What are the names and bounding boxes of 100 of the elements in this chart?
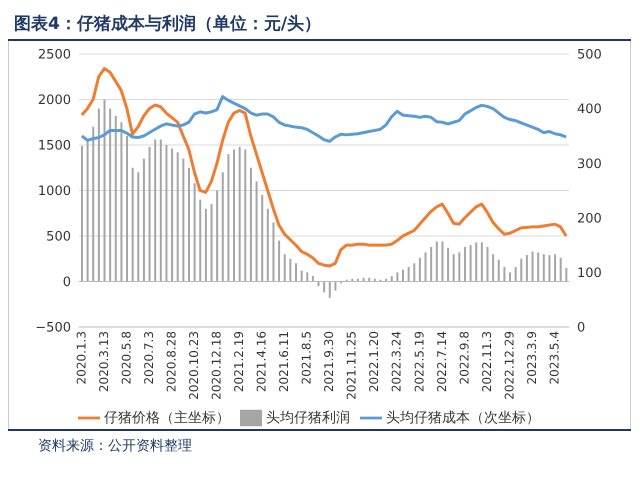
bar [256, 181, 258, 282]
bar [142, 158, 145, 282]
bar [565, 268, 568, 282]
y-tick-label: 500 [46, 230, 71, 245]
bar [148, 146, 151, 282]
bar [436, 241, 438, 282]
y-tick-label: 0 [62, 275, 71, 290]
bar [294, 263, 297, 282]
bar [475, 242, 478, 282]
x-tick-label: 2020.1.3 [74, 331, 88, 384]
bar [390, 276, 393, 282]
bar [238, 146, 241, 282]
x-tick-label: 2020.7.3 [142, 331, 156, 384]
bar [503, 266, 506, 282]
y-tick-label: 2500 [38, 48, 71, 63]
bar [470, 245, 472, 282]
bar [104, 100, 106, 282]
bar [526, 255, 528, 282]
bar [464, 246, 466, 282]
bar [306, 272, 308, 282]
legend-label: 头均仔猪利润 [266, 410, 350, 426]
bar [334, 282, 336, 291]
chart-title: 图表4：仔猪成本与利润（单位：元/头） [8, 8, 631, 41]
bar [396, 272, 398, 282]
bar [402, 270, 404, 282]
legend-label: 头均仔猪成本（次坐标） [386, 410, 540, 426]
line-series [80, 95, 568, 143]
x-tick-label: 2022.11.3 [480, 331, 494, 392]
bar [424, 252, 427, 282]
bar [492, 254, 494, 282]
bar [126, 136, 128, 282]
bar [199, 200, 202, 282]
x-tick-label: 2022.1.20 [367, 331, 382, 392]
x-tick-label: 2020.10.23 [186, 331, 201, 400]
bar [272, 222, 274, 282]
x-tick-label: 2021.9.30 [322, 331, 336, 392]
x-tick-label: 2022.7.14 [434, 331, 449, 392]
bar [266, 208, 269, 282]
bar [430, 246, 432, 282]
bar [120, 122, 122, 282]
y2-tick-label: 0 [577, 320, 586, 336]
y-tick-label: 1000 [38, 184, 71, 200]
bar [233, 150, 236, 282]
x-tick-label: 2022.9.8 [457, 331, 472, 384]
bar [244, 150, 246, 282]
bar [114, 116, 117, 282]
bar [300, 270, 303, 282]
bar [98, 108, 100, 282]
x-tick-label: 2020.12.18 [210, 331, 224, 400]
bar [194, 183, 196, 282]
bar [227, 154, 230, 282]
bar [109, 108, 112, 282]
x-tick-label: 2022.3.24 [390, 331, 404, 392]
bar [480, 242, 483, 282]
y2-tick-label: 100 [577, 266, 602, 282]
bar [216, 190, 218, 282]
x-tick-label: 2021.11.25 [344, 331, 359, 400]
x-tick-label: 2020.3.13 [96, 331, 111, 392]
bar [171, 148, 174, 282]
bar [261, 195, 264, 282]
y2-tick-label: 300 [577, 156, 602, 172]
bar [520, 258, 522, 282]
bar [408, 266, 410, 282]
bar [554, 254, 556, 282]
bar [92, 126, 94, 282]
bar [532, 251, 534, 282]
y2-tick-label: 500 [577, 48, 602, 63]
x-tick-label: 2020.8.28 [164, 331, 178, 392]
bar [204, 208, 207, 282]
legend-label: 仔猪价格（主坐标） [104, 410, 230, 426]
x-tick-label: 2021.8.5 [300, 331, 314, 384]
bar [165, 145, 168, 282]
bar [222, 172, 224, 282]
x-tick-label: 2021.2.19 [232, 331, 246, 392]
bar [418, 258, 421, 282]
x-tick-label: 2023.5.4 [547, 331, 562, 384]
bar [312, 276, 314, 282]
bar [542, 254, 545, 282]
bar [509, 272, 512, 282]
text: 资料来源：公开资料整理 [8, 429, 631, 461]
bar [132, 168, 134, 282]
bar [289, 258, 292, 282]
bar [537, 252, 540, 282]
bar [154, 140, 156, 282]
bar [284, 254, 286, 282]
bar [560, 258, 562, 282]
bar [548, 255, 550, 282]
x-tick-label: 2020.5.8 [119, 331, 134, 384]
x-tick-label: 2023.3.9 [524, 331, 539, 384]
x-tick-label: 2022.12.29 [502, 331, 516, 400]
line-series [80, 67, 568, 268]
y2-tick-label: 200 [577, 211, 602, 226]
y-tick-label: −500 [35, 320, 71, 336]
y-tick-label: 1500 [38, 138, 71, 154]
bar [278, 240, 280, 282]
bar [250, 168, 252, 282]
bar [328, 282, 331, 298]
y-tick-label: 2000 [38, 93, 71, 108]
bar [210, 204, 213, 282]
bar [441, 241, 444, 282]
